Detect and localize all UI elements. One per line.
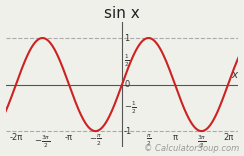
Text: $-\frac{1}{2}$: $-\frac{1}{2}$ — [124, 100, 137, 116]
Text: 0: 0 — [124, 80, 129, 89]
Text: π: π — [173, 133, 178, 142]
Text: -1: -1 — [124, 127, 132, 136]
Title: sin x: sin x — [104, 6, 140, 21]
Text: 1: 1 — [124, 34, 129, 43]
Text: © CalculatorSoup.com: © CalculatorSoup.com — [144, 144, 239, 153]
Text: x: x — [232, 70, 238, 80]
Text: $\frac{3\pi}{2}$: $\frac{3\pi}{2}$ — [197, 133, 206, 150]
Text: -2π: -2π — [9, 133, 23, 142]
Text: $-\frac{3\pi}{2}$: $-\frac{3\pi}{2}$ — [34, 133, 51, 150]
Text: $\frac{1}{2}$: $\frac{1}{2}$ — [124, 53, 130, 69]
Text: -π: -π — [65, 133, 73, 142]
Text: 2π: 2π — [223, 133, 233, 142]
Text: $-\frac{\pi}{2}$: $-\frac{\pi}{2}$ — [89, 133, 102, 148]
Text: $\frac{\pi}{2}$: $\frac{\pi}{2}$ — [146, 133, 151, 148]
